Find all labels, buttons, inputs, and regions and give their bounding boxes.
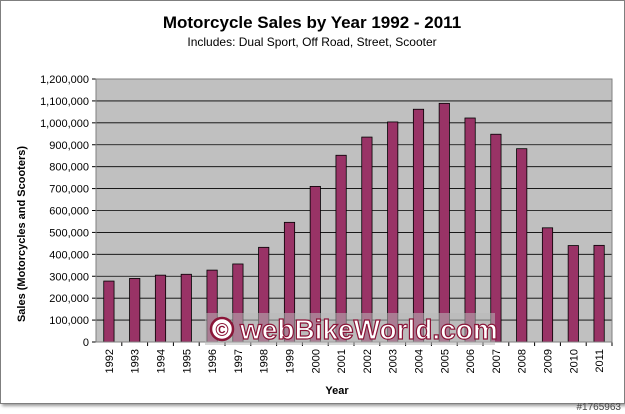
bar-2005: [438, 102, 450, 343]
x-tick-label: 2003: [388, 349, 400, 373]
y-tick-label: 400,000: [49, 249, 89, 261]
watermark-text: webBikeWorld.com: [239, 314, 498, 345]
x-tick-label: 2004: [414, 349, 426, 373]
y-tick-label: 1,200,000: [40, 74, 89, 86]
x-tick-label: 2008: [517, 349, 529, 373]
y-tick-label: 500,000: [49, 227, 89, 239]
x-tick-label: 1996: [207, 349, 219, 373]
watermark-logo: © webBikeWorld.com: [205, 313, 498, 346]
x-tick-label: 1998: [259, 349, 271, 373]
y-tick-label: 1,000,000: [40, 118, 89, 130]
y-tick-label: 600,000: [49, 206, 89, 218]
bars: [103, 102, 605, 343]
x-tick-label: 1997: [233, 349, 245, 373]
x-tick-label: 2007: [491, 349, 503, 373]
bar-1993: [129, 278, 141, 343]
y-tick-labels: 0 100,000 200,000 300,000 400,000 500,000 600,…: [40, 74, 89, 349]
bar-2007: [490, 133, 502, 343]
y-tick-label: 100,000: [49, 315, 89, 327]
x-axis-title: Year: [325, 385, 349, 397]
watermark-copyright: ©: [215, 320, 228, 340]
bar-2010: [567, 245, 579, 343]
bar-2004: [412, 108, 425, 343]
x-tick-label: 1992: [104, 349, 116, 373]
x-tick-label: 1994: [156, 349, 168, 373]
bar-2011: [593, 244, 605, 343]
bar-2003: [387, 121, 399, 343]
bar-2006: [464, 117, 476, 343]
x-tick-label: 2001: [336, 349, 348, 373]
y-tick-label: 1,100,000: [40, 96, 89, 108]
x-tick-label: 1995: [181, 349, 193, 373]
y-axis-title: Sales (Motorcycles and Scooters): [16, 146, 28, 322]
bar-1992: [103, 280, 115, 343]
x-tick-label: 2010: [568, 349, 580, 373]
x-tick-label: 2009: [543, 349, 555, 373]
y-tick-label: 800,000: [49, 162, 89, 174]
image-id-label: #1765963: [576, 402, 622, 413]
x-tick-label: 1993: [130, 349, 142, 373]
bar-1994: [154, 274, 167, 343]
y-tick-label: 700,000: [49, 184, 89, 196]
x-tick-label: 2006: [465, 349, 477, 373]
x-tick-label: 2000: [310, 349, 322, 373]
x-tick-label: 1999: [285, 349, 297, 373]
bar-2008: [516, 148, 528, 343]
bar-1995: [180, 273, 192, 343]
bar-2009: [541, 227, 554, 343]
y-tick-label: 200,000: [49, 293, 89, 305]
x-tick-label: 2011: [594, 349, 606, 373]
chart-title: Motorcycle Sales by Year 1992 - 2011: [163, 13, 461, 32]
y-tick-label: 300,000: [49, 271, 89, 283]
chart-subtitle: Includes: Dual Sport, Off Road, Street, …: [187, 35, 436, 49]
x-tick-label: 2002: [362, 349, 374, 373]
bar-2002: [361, 136, 373, 343]
x-tick-labels: 1992 1993 1994 1995 1996 1997 1998 1999 2000 2001…: [104, 349, 606, 373]
x-tick-label: 2005: [439, 349, 451, 373]
y-tick-label: 900,000: [49, 140, 89, 152]
y-tick-label: 0: [83, 337, 89, 349]
